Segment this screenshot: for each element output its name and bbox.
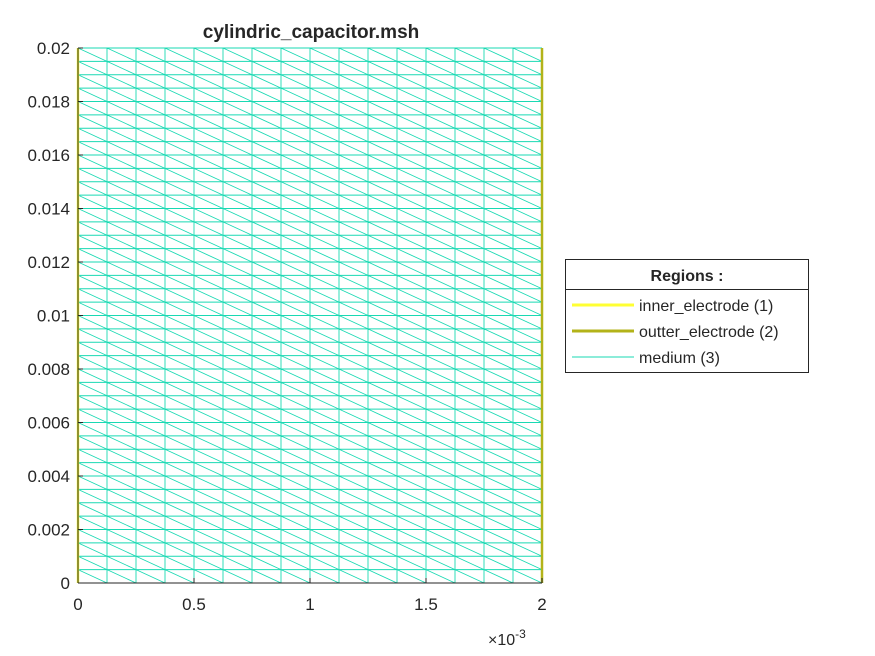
- mesh-plot-area: [77, 47, 543, 584]
- legend-entries: inner_electrode (1) outter_electrode (2) m…: [572, 298, 779, 367]
- y-tick-label: 0.014: [27, 200, 70, 219]
- y-tick-label: 0.002: [27, 521, 70, 540]
- mesh-medium: [77, 47, 543, 584]
- x-multiplier-base: ×10: [488, 632, 515, 649]
- legend-entry: medium (3): [572, 350, 720, 367]
- chart-title: cylindric_capacitor.msh: [203, 22, 420, 43]
- legend-label: inner_electrode (1): [639, 298, 773, 315]
- legend-box: [565, 259, 809, 373]
- y-tick-label: 0.01: [37, 307, 70, 326]
- x-tick-label: 0.5: [182, 595, 206, 614]
- y-tick-label: 0: [61, 574, 70, 593]
- x-tick-label: 2: [537, 595, 546, 614]
- x-tick-label: 1.5: [414, 595, 438, 614]
- legend-entry: outter_electrode (2): [572, 324, 779, 341]
- x-tick-label: 0: [73, 595, 82, 614]
- legend-entry: inner_electrode (1): [572, 298, 773, 315]
- x-multiplier-exponent: -3: [515, 627, 526, 641]
- x-tick-label: 1: [305, 595, 314, 614]
- legend-label: outter_electrode (2): [639, 324, 779, 341]
- y-tick-labels: 0 0.002 0.004 0.006 0.008 0.01 0.012 0.014 0.016…: [27, 39, 70, 593]
- x-axis-multiplier: ×10-3: [488, 627, 526, 649]
- axes: [77, 47, 543, 584]
- y-tick-label: 0.018: [27, 93, 70, 112]
- legend: Regions : inner_electrode (1) outter_elec…: [565, 259, 809, 373]
- legend-title: Regions :: [651, 268, 724, 285]
- legend-label: medium (3): [639, 350, 720, 367]
- y-tick-label: 0.016: [27, 146, 70, 165]
- y-tick-label: 0.006: [27, 414, 70, 433]
- svg-text:×10-3: ×10-3: [488, 627, 526, 649]
- y-tick-label: 0.02: [37, 39, 70, 58]
- y-tick-label: 0.004: [27, 467, 70, 486]
- y-tick-label: 0.012: [27, 253, 70, 272]
- x-tick-labels: 0 0.5 1 1.5 2: [73, 595, 546, 614]
- y-tick-label: 0.008: [27, 360, 70, 379]
